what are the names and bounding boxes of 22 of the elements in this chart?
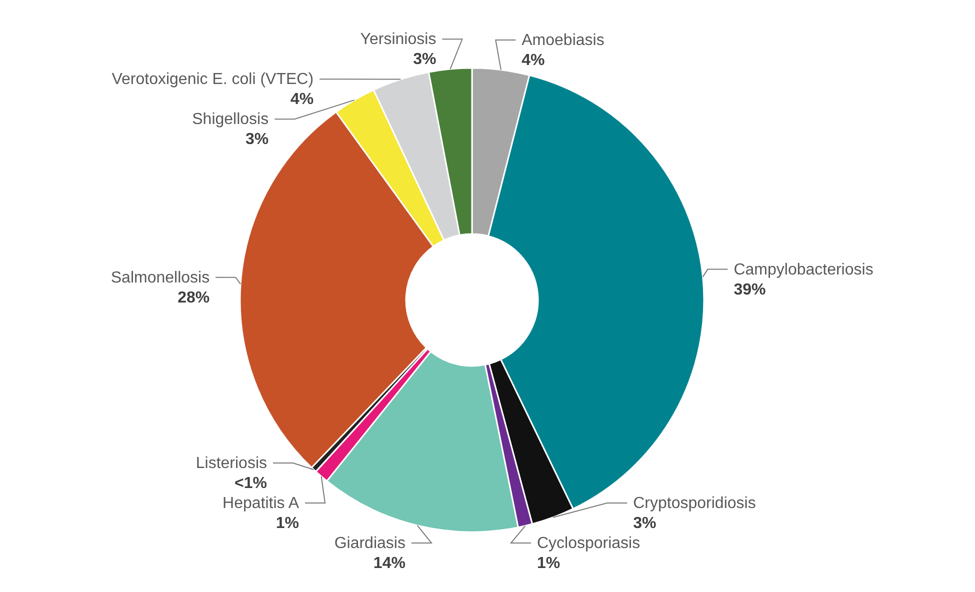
data-label: 3% (245, 131, 269, 148)
data-label: <1% (234, 475, 268, 492)
slice-label: Listeriosis (196, 455, 268, 472)
data-label: 1% (276, 515, 300, 532)
data-label: 3% (633, 515, 656, 532)
data-label: 14% (373, 555, 406, 572)
slice-label: Hepatitis A (222, 495, 300, 512)
slice-label: Shigellosis (192, 111, 269, 128)
slice-label: Campylobacteriosis (734, 261, 874, 278)
data-label: 3% (413, 51, 436, 68)
slice-label: Verotoxigenic E. coli (VTEC) (112, 71, 314, 88)
slice-label: Salmonellosis (110, 269, 210, 286)
slice-label: Yersiniosis (360, 31, 436, 48)
slice-label: Cyclosporiasis (536, 535, 640, 552)
data-label: 4% (290, 91, 314, 108)
slice-label: Giardiasis (334, 535, 406, 552)
data-label: 4% (522, 52, 545, 70)
data-label: 1% (536, 555, 560, 572)
slice-label: Cryptosporidiosis (633, 495, 756, 512)
data-label: 39% (734, 281, 766, 298)
slice-label: Amoebiasis (522, 32, 604, 50)
data-label: 28% (178, 289, 210, 306)
